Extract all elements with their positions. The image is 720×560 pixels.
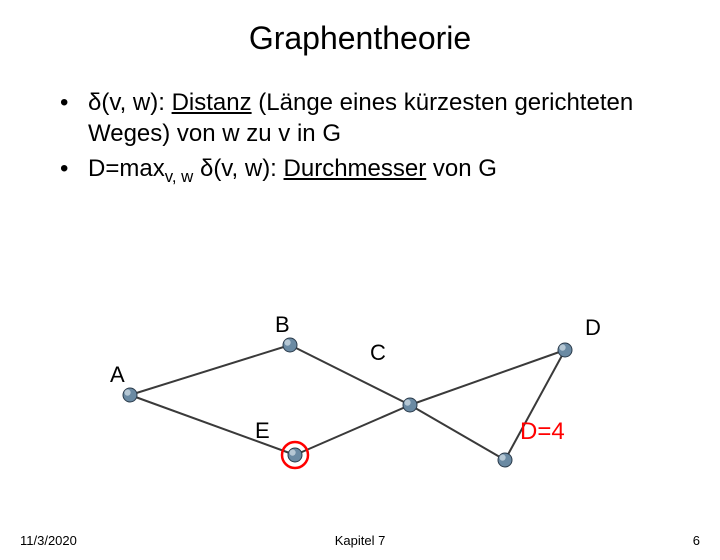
slide-title: Graphentheorie [0,20,720,57]
bullet-list: • δ(v, w): Distanz (Länge eines kürzeste… [60,87,670,188]
b1-delta: δ [88,89,101,116]
node-label-a: A [110,362,125,388]
bullet-item: • D=maxv, w δ(v, w): Durchmesser von G [60,153,670,188]
node-label-d: D [585,315,601,341]
node-label-c: C [370,340,386,366]
footer-page: 6 [693,533,700,548]
b2-delta: δ [193,155,213,182]
b2-underline: Durchmesser [284,155,427,182]
footer-date: 11/3/2020 [20,533,77,548]
graph-svg [80,310,640,490]
graph-diagram: A B C D E D=4 [80,310,640,490]
diameter-label: D=4 [520,418,565,446]
footer-chapter: Kapitel 7 [335,533,386,548]
node-label-b: B [275,312,290,338]
b2-post: von G [426,155,497,182]
b1-underline: Distanz [172,89,252,116]
b2-sub: v, w [165,167,194,186]
b2-mid: (v, w): [213,155,283,182]
node-label-e: E [255,418,270,444]
b1-mid: (v, w): [101,89,171,116]
b2-pre: D=max [88,155,165,182]
bullet-item: • δ(v, w): Distanz (Länge eines kürzeste… [60,87,670,149]
